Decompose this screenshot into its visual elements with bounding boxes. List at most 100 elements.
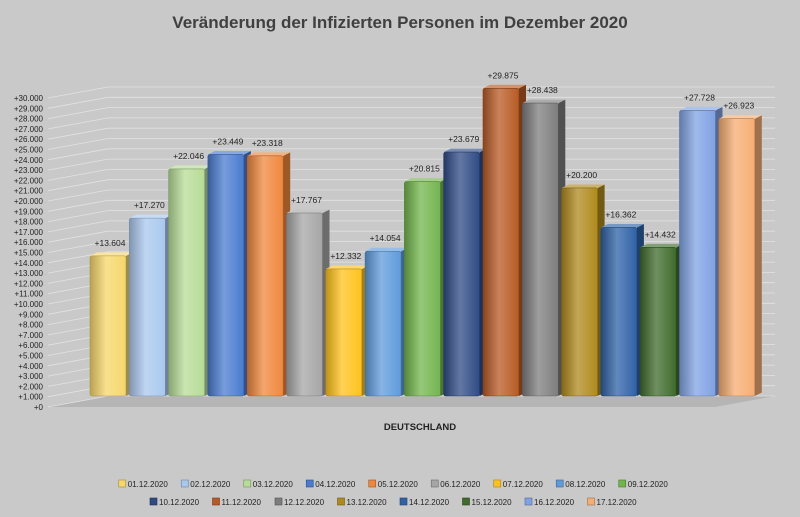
legend-label: 11.12.2020 (222, 498, 262, 507)
legend-item-15.12.2020: 15.12.2020 (462, 497, 513, 507)
y-tick-label: +4.000 (18, 362, 43, 371)
bar-02.12.2020 (129, 214, 173, 397)
gridline (47, 117, 775, 130)
legend-swatch (555, 479, 564, 488)
chart-floor (48, 396, 775, 407)
legend-swatch (368, 479, 377, 488)
data-label: +27.728 (684, 92, 715, 102)
y-tick-label: +29.000 (14, 104, 44, 113)
bar-front (89, 255, 127, 397)
bar-front (561, 187, 598, 397)
bar-top (483, 84, 526, 89)
bar-side (754, 115, 762, 396)
legend-item-07.12.2020: 07.12.2020 (493, 479, 544, 489)
bar-04.12.2020 (207, 150, 251, 397)
legend-swatch (243, 479, 252, 488)
legend-label: 17.12.2020 (597, 498, 638, 507)
y-tick-label: +25.000 (14, 146, 44, 155)
bar-top (365, 247, 409, 252)
data-label: +14.432 (645, 229, 676, 239)
gridline (47, 107, 775, 119)
bar-top (247, 152, 291, 156)
bar-top (286, 209, 330, 213)
legend-label: 15.12.2020 (472, 498, 513, 507)
y-tick-label: +28.000 (14, 115, 44, 124)
bar-13.12.2020 (561, 184, 605, 397)
bar-12.12.2020 (521, 99, 566, 397)
y-tick-label: +3.000 (18, 372, 43, 381)
y-tick-label: +5.000 (18, 352, 43, 361)
legend-item-14.12.2020: 14.12.2020 (399, 497, 450, 507)
data-label: +23.318 (252, 138, 283, 148)
data-label: +22.046 (173, 151, 204, 161)
legend-item-06.12.2020: 06.12.2020 (430, 479, 481, 489)
bar-top (718, 115, 762, 119)
y-tick-label: +9.000 (18, 310, 43, 319)
bar-front (482, 87, 520, 397)
y-tick-label: +6.000 (18, 341, 43, 350)
legend-item-01.12.2020: 01.12.2020 (118, 479, 168, 489)
legend-swatch (212, 497, 220, 506)
bars (89, 84, 762, 397)
legend-item-08.12.2020: 08.12.2020 (555, 479, 606, 489)
data-label: +23.449 (212, 136, 243, 146)
bar-front (207, 154, 245, 397)
bar-top (168, 165, 212, 169)
bar-front (443, 151, 481, 397)
legend-label: 02.12.2020 (190, 480, 231, 489)
legend-label: 07.12.2020 (503, 480, 544, 489)
bar-10.12.2020 (443, 148, 487, 397)
legend-item-09.12.2020: 09.12.2020 (618, 479, 668, 489)
bar-top (561, 184, 605, 188)
legend-swatch (430, 479, 439, 488)
bar-09.12.2020 (404, 178, 448, 397)
bar-top (600, 223, 644, 228)
bar-top (640, 243, 684, 248)
y-tick-label: +21.000 (14, 187, 44, 196)
bar-03.12.2020 (168, 165, 212, 397)
y-tick-label: +20.000 (14, 197, 44, 206)
legend-swatch (274, 497, 283, 506)
legend-label: 10.12.2020 (159, 498, 200, 507)
y-tick-label: +12.000 (14, 279, 44, 288)
bar-front (679, 110, 716, 397)
bar-front (364, 250, 402, 397)
gridline (47, 138, 775, 150)
bar-01.12.2020 (89, 252, 133, 397)
legend-swatch (399, 497, 408, 506)
data-label: +26.923 (723, 101, 754, 111)
legend-item-12.12.2020: 12.12.2020 (274, 497, 325, 507)
y-tick-label: +14.000 (14, 259, 44, 268)
data-labels: +13.604 +17.270 +22.046 +23.449 +23.318 +17.7… (95, 70, 755, 261)
data-label: +16.362 (605, 209, 636, 219)
y-tick-label: +16.000 (14, 238, 44, 247)
bar-top (325, 265, 369, 269)
y-tick-label: +23.000 (14, 166, 44, 175)
data-label: +28.438 (527, 85, 558, 95)
y-tick-label: +10.000 (14, 300, 44, 309)
legend-label: 06.12.2020 (440, 480, 481, 489)
legend-swatch (462, 497, 470, 506)
y-tick-label: +1.000 (18, 393, 43, 402)
y-tick-label: +24.000 (14, 156, 44, 165)
bar-front (404, 181, 441, 397)
y-tick-label: +7.000 (18, 331, 43, 340)
y-tick-label: +11.000 (14, 290, 43, 299)
legend-swatch (180, 479, 189, 488)
legend-swatch (524, 497, 533, 506)
data-label: +29.875 (488, 70, 519, 80)
bar-11.12.2020 (482, 84, 526, 397)
bar-top (679, 106, 723, 111)
bar-top (129, 214, 173, 219)
data-label: +23.679 (448, 134, 479, 144)
bar-14.12.2020 (600, 223, 644, 397)
gridline (47, 96, 775, 109)
legend-label: 05.12.2020 (378, 480, 419, 489)
y-tick-label: +17.000 (14, 228, 44, 237)
y-tick-label: +2.000 (18, 382, 43, 391)
bar-front (521, 102, 559, 397)
x-category-label: DEUTSCHLAND (384, 422, 456, 433)
data-label: +14.054 (370, 233, 401, 243)
